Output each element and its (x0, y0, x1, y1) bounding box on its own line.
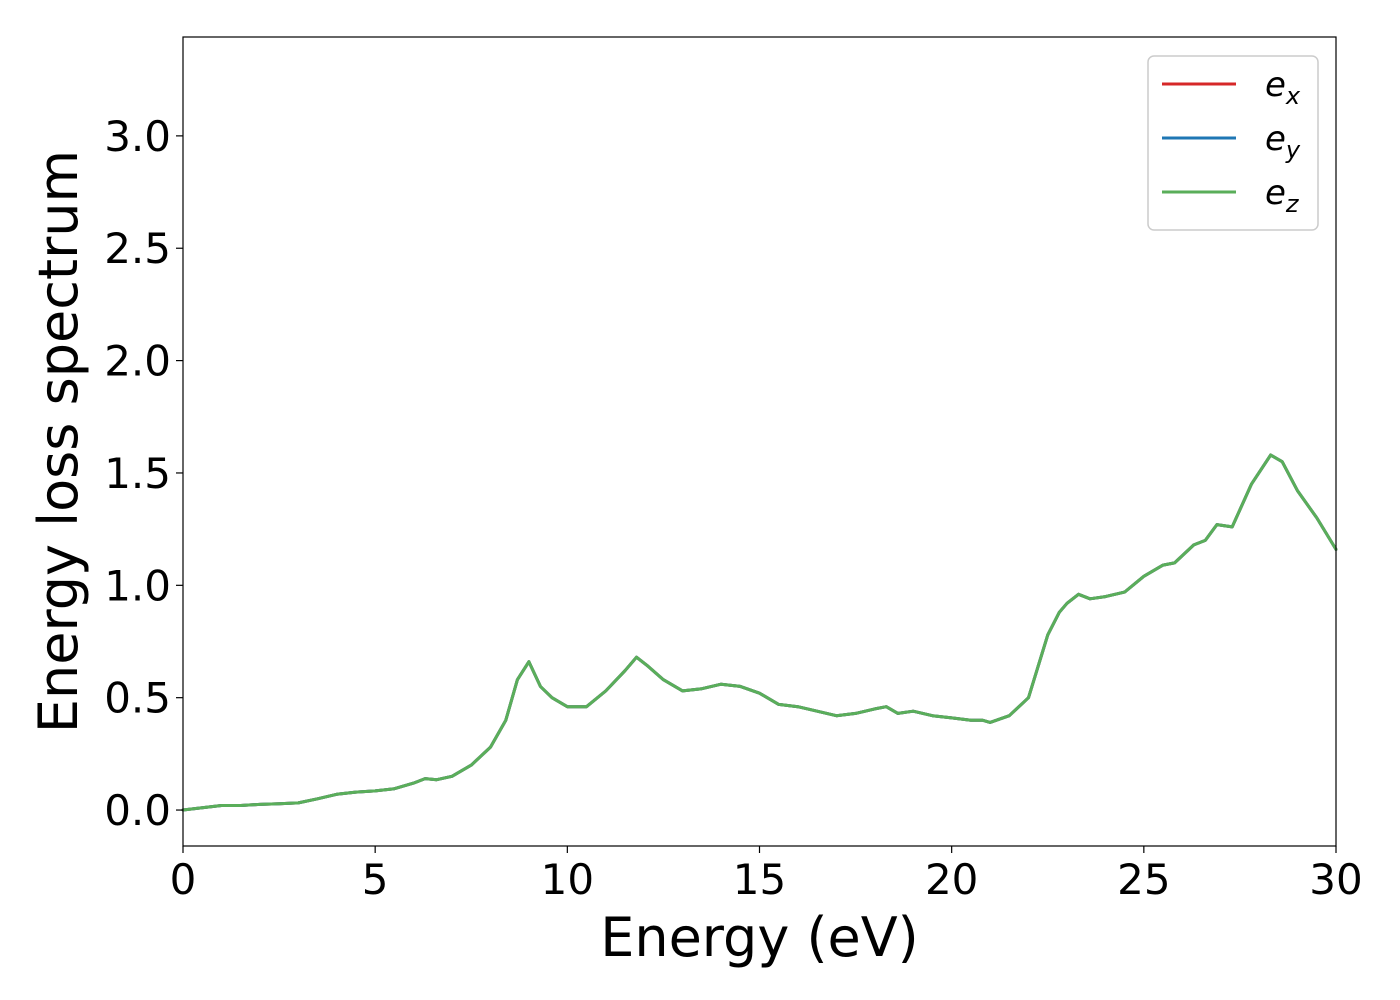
y-tick-label: 2.0 (104, 337, 171, 386)
y-tick-label: 0.0 (104, 786, 171, 835)
x-tick-label: 30 (1309, 855, 1362, 904)
y-tick-label: 1.5 (104, 449, 171, 498)
x-tick-label: 5 (362, 855, 389, 904)
y-tick-label: 0.5 (104, 674, 171, 723)
x-tick-label: 15 (733, 855, 786, 904)
y-tick-label: 1.0 (104, 561, 171, 610)
x-tick-label: 20 (925, 855, 978, 904)
x-axis-label: Energy (eV) (600, 906, 919, 969)
y-tick-label: 3.0 (104, 112, 171, 161)
y-axis-label: Energy loss spectrum (27, 150, 90, 733)
y-tick-label: 2.5 (104, 224, 171, 273)
y-axis-ticks: 0.0 0.5 1.0 1.5 2.0 2.5 3.0 (104, 112, 183, 835)
x-tick-label: 0 (170, 855, 197, 904)
x-tick-label: 25 (1117, 855, 1170, 904)
x-axis-ticks: 0 5 10 15 20 25 30 (170, 846, 1363, 904)
series-line-z (181, 453, 1338, 812)
series-layer (181, 453, 1338, 812)
x-tick-label: 10 (541, 855, 594, 904)
legend-box (1147, 55, 1319, 231)
